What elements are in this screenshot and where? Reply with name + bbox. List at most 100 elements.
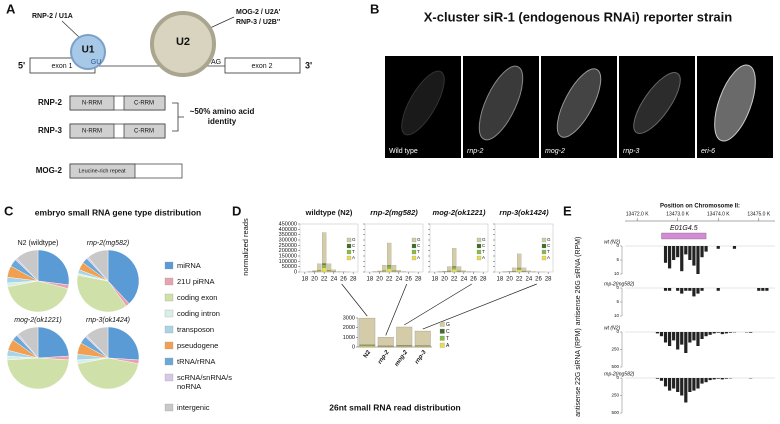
track-label: wt (N2) [604, 325, 620, 331]
legend-swatch [164, 325, 174, 334]
u2-snrnp [150, 11, 216, 77]
legend-label-box: transposon [177, 325, 214, 334]
end-label: 5' [18, 60, 25, 70]
splice-site: AG [211, 59, 221, 66]
legend-label: A [352, 255, 355, 260]
coverage-bar [680, 246, 684, 272]
x-tick-label: 28 [545, 277, 552, 283]
splice-site: GU [91, 59, 102, 66]
panel-title: rnp-3(ok1424) [499, 208, 549, 217]
snrnp-label: U2 [176, 36, 190, 48]
bar-segment [377, 270, 382, 272]
coverage-bar [680, 378, 684, 396]
axis-title: normalized reads [241, 218, 250, 276]
y-tick-label: 250 [611, 393, 619, 398]
bar-segment [452, 269, 457, 273]
legend-label: A [446, 343, 450, 349]
legend-label: G [352, 237, 356, 242]
legend-swatch [439, 321, 445, 327]
x-tick-label: 20 [311, 277, 318, 283]
protein-label: RNP-3 / U2B'' [236, 19, 281, 26]
panel-label: C [4, 203, 14, 218]
coverage-bar [761, 288, 765, 291]
x-tick-label: 22 [516, 277, 523, 283]
legend-swatch [346, 255, 352, 261]
bar-segment [317, 263, 322, 271]
domain [69, 123, 115, 139]
legend-label-box: scRNA/snRNA/snoRNA [177, 373, 232, 391]
y-tick-label: 150000 [279, 253, 297, 259]
panel-label: D [232, 203, 241, 218]
pie-slice [77, 357, 139, 390]
x-tick-label: 24 [330, 277, 337, 283]
coverage-bar [667, 246, 672, 269]
coverage-bar [716, 332, 720, 333]
bar-segment [452, 248, 457, 267]
bar-segment [512, 267, 517, 272]
x-tick-label: 18 [301, 277, 308, 283]
x-tick-label: 22 [451, 277, 458, 283]
y-tick-label: 0 [294, 269, 297, 275]
coverage-bar [684, 288, 688, 291]
bar-segment [517, 269, 522, 273]
legend-swatch [411, 243, 417, 249]
coverage-bar [663, 378, 668, 387]
chart-title: embryo small RNA gene type distribution [35, 207, 201, 217]
coverage-bar [684, 332, 688, 353]
x-tick-label: 28 [480, 277, 487, 283]
legend-label: G [482, 237, 486, 242]
bracket [172, 102, 184, 132]
pointer [61, 20, 81, 39]
protein-name: RNP-2 [38, 98, 63, 107]
legend-swatch [346, 237, 352, 243]
legend-label: T [446, 336, 449, 342]
x-tick-label: mog-2 [394, 349, 410, 368]
pie-slice [87, 249, 109, 282]
coverage-bar [696, 378, 700, 389]
coverage-bar [680, 288, 684, 294]
domain-label: C-RRM [134, 101, 154, 107]
bar-segment [452, 266, 457, 268]
panel-label: A [6, 1, 16, 16]
legend-swatch [346, 243, 352, 249]
coverage-bar [667, 332, 672, 346]
panel-label: B [370, 1, 379, 16]
legend-label: pseudogene [177, 341, 219, 350]
end-label: 3' [305, 60, 312, 70]
coverage-bar [716, 288, 720, 291]
legend-swatch [476, 243, 482, 249]
pie-slice [107, 326, 140, 361]
coverage-bar [655, 332, 660, 334]
coverage-bar [684, 246, 688, 255]
bar-segment [317, 270, 322, 272]
legend-label-box: tRNA/rRNA [177, 357, 215, 366]
legend-label-box: coding intron [177, 309, 220, 318]
coverage-bar [700, 332, 704, 339]
y-tick-label: 400000 [279, 227, 297, 233]
bar-segment [526, 270, 531, 272]
bar-segment [452, 267, 457, 270]
bar-segment [396, 326, 413, 346]
legend-label: C [446, 329, 450, 335]
y-tick-label: 300000 [279, 237, 297, 243]
bar-segment [322, 263, 327, 265]
domain [69, 95, 115, 111]
x-tick-label: 28 [415, 277, 422, 283]
bar-segment [322, 264, 327, 268]
domain [123, 95, 166, 111]
protein-name: RNP-3 [38, 126, 63, 135]
legend-swatch [541, 243, 547, 249]
strain-label: mog-2 [545, 148, 565, 155]
coverage-bar [704, 378, 708, 383]
coverage-bar [663, 288, 668, 291]
coverage-bar [700, 288, 704, 291]
panel-title: rnp-2(mg582) [370, 208, 418, 217]
x-tick-label: 26 [535, 277, 542, 283]
x-tick-label: 18 [431, 277, 438, 283]
legend-label-box: pseudogene [177, 341, 219, 350]
y-tick-label: 250000 [279, 243, 297, 249]
coverage-bar [659, 378, 664, 381]
panel-title: mog-2(ok1221) [433, 208, 486, 217]
y-tick-label: 10 [614, 313, 620, 318]
